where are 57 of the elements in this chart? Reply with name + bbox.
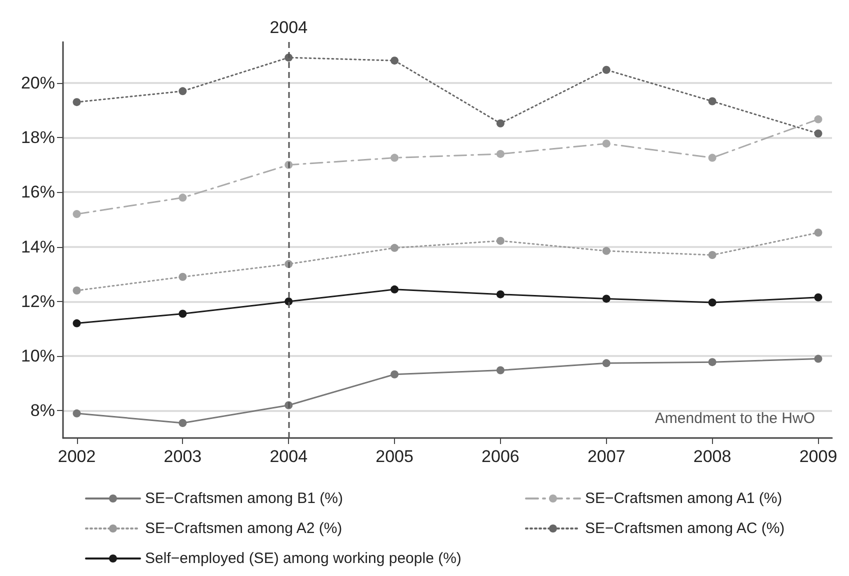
y-tick-label: 20% — [20, 73, 55, 92]
point — [814, 115, 822, 124]
point — [72, 210, 81, 218]
point — [72, 286, 81, 295]
legend-label: SE−Craftsmen among AC (%) — [585, 520, 785, 537]
point — [708, 97, 716, 106]
point — [708, 358, 716, 366]
y-tick-label: 16% — [20, 182, 55, 202]
y-tick-label: 18% — [20, 128, 55, 148]
x-tick-label: 2009 — [799, 447, 838, 466]
point — [390, 154, 399, 162]
point — [708, 251, 716, 260]
point — [390, 285, 399, 294]
point — [602, 294, 610, 303]
ref-line-label: 2004 — [270, 18, 308, 37]
y-tick-label: 10% — [20, 346, 55, 366]
point — [390, 370, 399, 378]
y-tick-label: 14% — [20, 237, 55, 256]
legend-label: SE−Craftsmen among A2 (%) — [145, 520, 342, 537]
point — [72, 98, 81, 106]
x-tick-label: 2006 — [482, 447, 520, 466]
x-tick-label: 2007 — [587, 447, 626, 466]
legend-label: SE−Craftsmen among B1 (%) — [145, 490, 343, 507]
point — [390, 244, 399, 252]
point — [496, 150, 504, 158]
point — [496, 119, 504, 128]
point — [814, 228, 822, 237]
point — [602, 140, 610, 148]
point — [708, 298, 716, 307]
point — [72, 319, 81, 328]
point — [178, 310, 187, 318]
point — [390, 56, 399, 65]
annotation: Amendment to the HwO — [654, 410, 816, 427]
point — [814, 293, 822, 302]
y-tick-label: 12% — [20, 292, 55, 311]
point — [178, 194, 187, 202]
point — [496, 236, 504, 245]
point — [814, 129, 822, 138]
legend-label: SE−Craftsmen among A1 (%) — [585, 490, 782, 507]
legend-label: Self−employed (SE) among working people (%) — [145, 550, 462, 567]
point — [814, 354, 822, 363]
point — [496, 366, 504, 374]
point — [72, 409, 81, 418]
point — [178, 87, 187, 96]
point — [496, 290, 504, 298]
point — [602, 359, 610, 368]
point — [708, 154, 716, 162]
point — [178, 418, 187, 427]
point — [602, 246, 610, 255]
x-tick-label: 2002 — [58, 447, 96, 466]
x-tick-label: 2008 — [693, 447, 732, 466]
point — [178, 272, 187, 281]
x-tick-label: 2004 — [270, 447, 308, 466]
point — [602, 66, 610, 74]
x-tick-label: 2005 — [376, 447, 414, 466]
y-tick-label: 8% — [30, 401, 55, 420]
x-tick-label: 2003 — [164, 447, 202, 466]
